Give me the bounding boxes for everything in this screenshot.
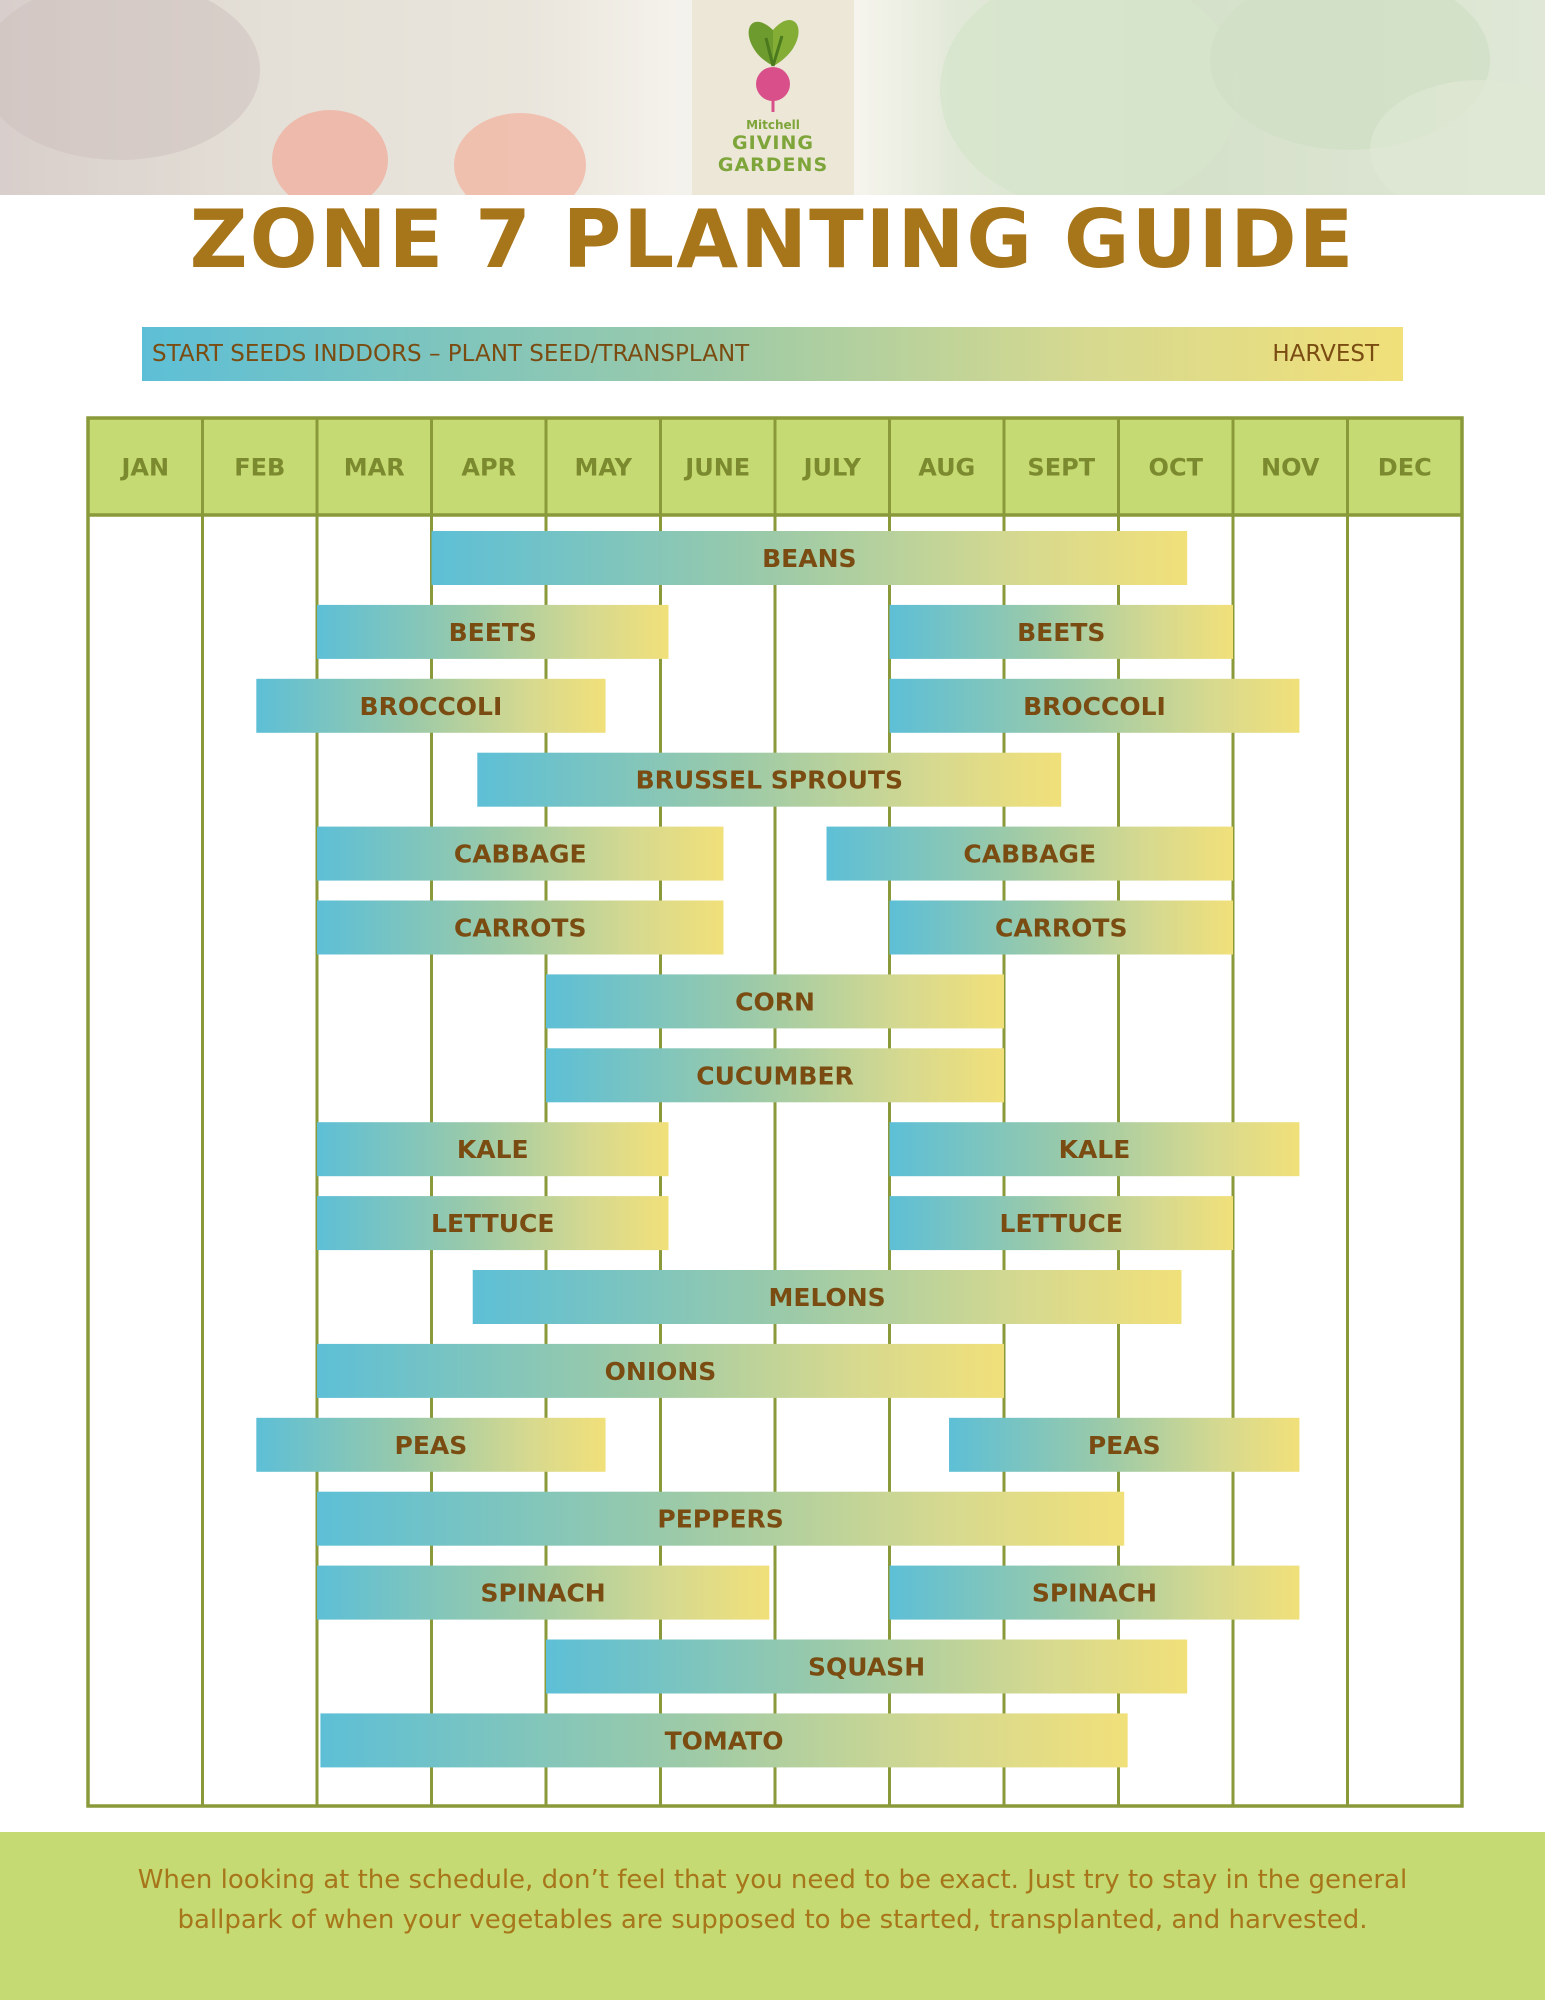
crop-label: SPINACH [481, 1579, 606, 1608]
crop-bar [546, 974, 1004, 1029]
beet-logo-icon [748, 20, 799, 112]
legend-bar: START SEEDS INDDORS – PLANT SEED/TRANSPL… [142, 327, 1403, 381]
crop-bar [317, 1565, 770, 1620]
month-label: OCT [1149, 454, 1204, 482]
crop-bar [317, 1122, 669, 1177]
crop-label: BEETS [449, 618, 537, 647]
crop-label: BEANS [762, 544, 856, 573]
month-label: DEC [1378, 454, 1432, 482]
crop-label: CORN [735, 987, 815, 1016]
month-label: JAN [119, 454, 169, 482]
crop-label: CARROTS [995, 914, 1128, 943]
footer-text: When looking at the schedule, don’t feel… [137, 1865, 1408, 1935]
crop-bar [317, 826, 724, 881]
crop-bar [317, 1343, 1004, 1398]
month-label: FEB [234, 454, 285, 482]
crop-label: SPINACH [1032, 1579, 1157, 1608]
crop-label: KALE [457, 1135, 529, 1164]
crop-label: CABBAGE [963, 840, 1096, 869]
crop-label: PEPPERS [657, 1505, 783, 1534]
crop-bar [889, 900, 1233, 955]
crop-bar [826, 826, 1233, 881]
chart-border [86, 416, 1464, 1808]
crop-bar [477, 752, 1062, 807]
crop-bar [889, 678, 1300, 733]
crop-bar [317, 1196, 669, 1251]
month-label: JUNE [683, 454, 750, 482]
crop-bar [472, 1270, 1182, 1324]
crop-label: BROCCOLI [1023, 692, 1166, 721]
logo-text-giving: GIVING [732, 132, 814, 154]
logo-text-mitchell: Mitchell [746, 118, 800, 132]
month-label: MAR [344, 454, 405, 482]
month-label: JULY [802, 454, 862, 482]
crop-label: PEAS [395, 1431, 468, 1460]
crop-label: KALE [1059, 1135, 1131, 1164]
planting-chart: JAN FEB MAR APR MAY JUNE JULY AUG SEPT OCT NOV DEC … [86, 416, 1464, 1808]
crop-bar [949, 1417, 1300, 1472]
crop-label: TOMATO [665, 1726, 784, 1755]
crop-label: LETTUCE [1000, 1209, 1123, 1238]
footer-note: When looking at the schedule, don’t feel… [0, 1832, 1545, 2000]
crop-label: PEAS [1088, 1431, 1161, 1460]
crop-bar [546, 1048, 1004, 1103]
crop-label: BRUSSEL SPROUTS [636, 766, 903, 795]
crop-label: BEETS [1017, 618, 1105, 647]
crop-bar [317, 900, 724, 955]
crop-label: CABBAGE [454, 840, 587, 869]
header-photo-banner: Mitchell GIVING GARDENS [0, 0, 1545, 195]
crop-label: ONIONS [605, 1357, 717, 1386]
crop-label: MELONS [769, 1283, 886, 1312]
logo-text-gardens: GARDENS [717, 154, 829, 176]
page-title: ZONE 7 PLANTING GUIDE [189, 193, 1356, 286]
month-label: MAY [574, 454, 632, 482]
crop-bar [889, 1122, 1300, 1177]
crop-label: CARROTS [454, 914, 587, 943]
crop-bar [889, 1565, 1300, 1620]
legend-start-label: START SEEDS INDDORS – PLANT SEED/TRANSPL… [152, 341, 750, 367]
month-label: AUG [918, 454, 975, 482]
crop-label: LETTUCE [431, 1209, 554, 1238]
logo: Mitchell GIVING GARDENS [692, 0, 854, 195]
crop-bar [317, 604, 669, 659]
month-label: NOV [1261, 454, 1320, 482]
crop-label: BROCCOLI [360, 692, 503, 721]
crop-bar [889, 604, 1233, 659]
vegetable-photo-illustration [0, 0, 1545, 195]
crop-label: SQUASH [808, 1653, 925, 1682]
legend-end-label: HARVEST [1272, 341, 1379, 367]
month-label: SEPT [1027, 454, 1095, 482]
crop-bar [546, 1639, 1188, 1694]
crop-bar [256, 1417, 606, 1472]
crop-bar [320, 1713, 1128, 1768]
crop-bar [256, 678, 606, 733]
crop-bar [889, 1196, 1233, 1251]
crop-bar [317, 1491, 1125, 1546]
month-label: APR [461, 454, 516, 482]
crop-bar [431, 531, 1188, 585]
crop-label: CUCUMBER [696, 1061, 854, 1090]
